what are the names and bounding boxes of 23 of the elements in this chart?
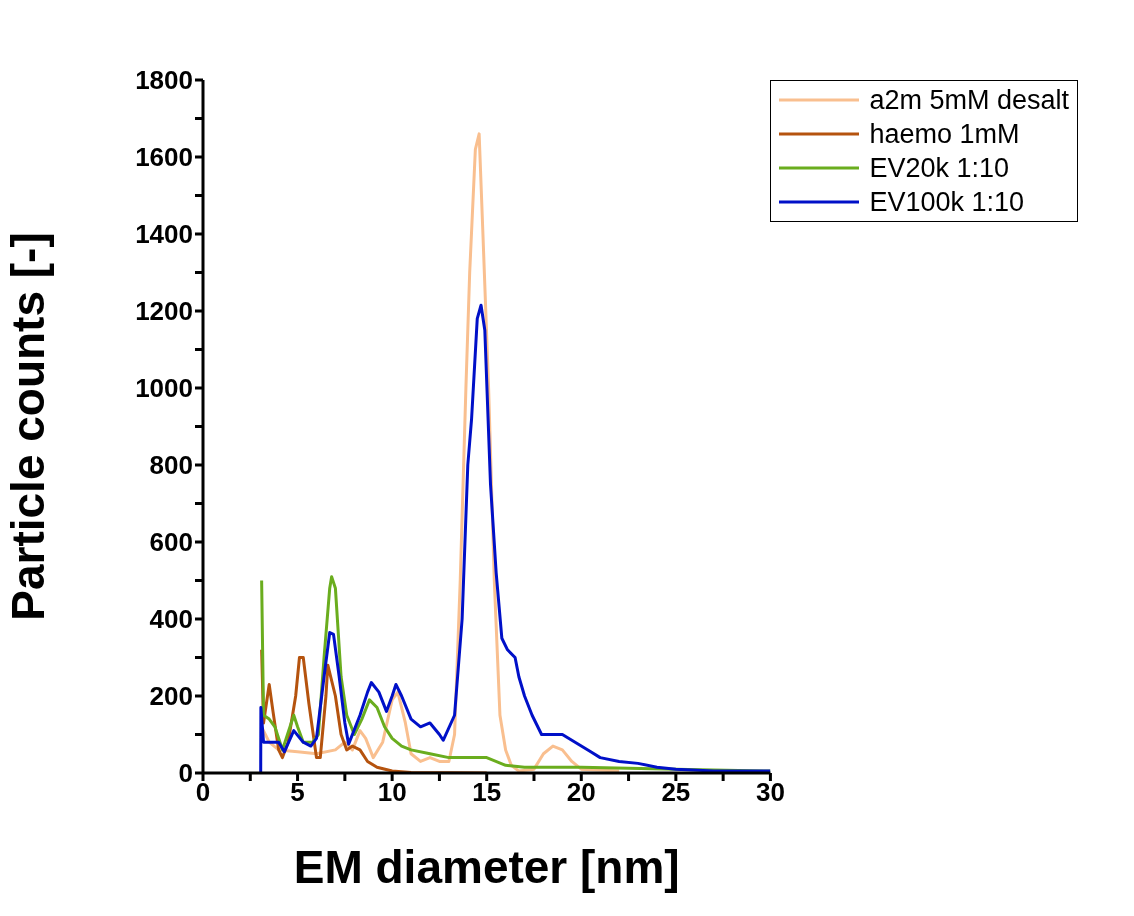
x-tick-label: 20 xyxy=(566,777,596,808)
x-tick-label: 30 xyxy=(755,777,785,808)
x-tick-label: 15 xyxy=(472,777,502,808)
legend-label: haemo 1mM xyxy=(869,118,1020,151)
y-axis-title: Particle counts [-] xyxy=(2,232,55,621)
legend-label: a2m 5mM desalt xyxy=(869,84,1069,117)
y-tick-label: 600 xyxy=(149,527,193,558)
y-tick-label: 400 xyxy=(149,604,193,635)
legend-label: EV100k 1:10 xyxy=(869,186,1025,219)
x-axis-title: EM diameter [nm] xyxy=(293,841,680,893)
x-tick-label: 25 xyxy=(661,777,691,808)
legend-label: EV20k 1:10 xyxy=(869,152,1010,185)
y-tick-label: 1400 xyxy=(135,219,193,250)
y-tick-label: 0 xyxy=(178,758,193,789)
y-tick-label: 200 xyxy=(149,681,193,712)
line-series xyxy=(259,303,771,773)
y-tick-label: 800 xyxy=(149,450,193,481)
y-tick-label: 1000 xyxy=(135,373,193,404)
x-tick-label: 10 xyxy=(377,777,407,808)
x-tick-label: 5 xyxy=(290,777,305,808)
y-tick-label: 1800 xyxy=(135,65,193,96)
y-tick-label: 1200 xyxy=(135,296,193,327)
y-tick-label: 1600 xyxy=(135,142,193,173)
